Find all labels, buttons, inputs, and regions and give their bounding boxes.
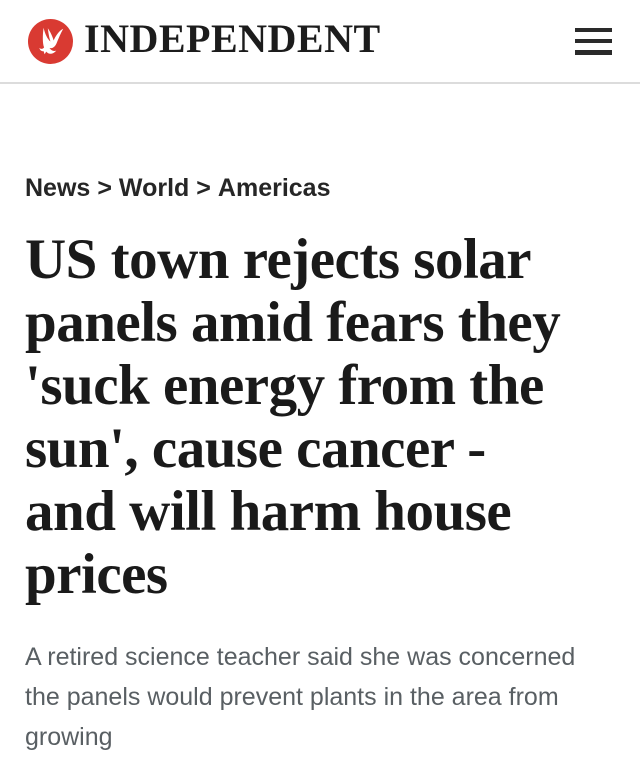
headline-line: prices [25, 543, 168, 606]
article-standfirst: A retired science teacher said she was c… [25, 637, 615, 757]
article-headline: US town rejects solar panels amid fears … [25, 228, 615, 606]
breadcrumb-separator: > [196, 174, 211, 202]
headline-line: US town rejects solar [25, 228, 532, 291]
menu-button[interactable] [575, 27, 612, 55]
standfirst-line: the panels would prevent plants in the a… [25, 683, 559, 711]
headline-line: 'suck energy from the [25, 354, 544, 417]
masthead-home-link[interactable]: INDEPENDENT [28, 16, 381, 64]
breadcrumb-item-news[interactable]: News [25, 174, 91, 202]
headline-line: sun', cause cancer - [25, 417, 486, 480]
site-header: INDEPENDENT [0, 0, 640, 84]
breadcrumb-separator: > [97, 174, 112, 202]
breadcrumb-item-world[interactable]: World [118, 174, 190, 202]
standfirst-line: A retired science teacher said she was c… [25, 643, 576, 671]
breadcrumb-item-americas[interactable]: Americas [217, 174, 331, 202]
article-main: News > World > Americas US town rejects sola… [0, 174, 640, 757]
headline-line: and will harm house [25, 480, 512, 543]
masthead-title: INDEPENDENT [84, 16, 381, 61]
headline-line: panels amid fears they [25, 291, 561, 354]
standfirst-line: growing [25, 723, 113, 751]
breadcrumb: News > World > Americas [25, 174, 615, 202]
eagle-icon [28, 18, 73, 64]
hamburger-icon [575, 27, 612, 55]
